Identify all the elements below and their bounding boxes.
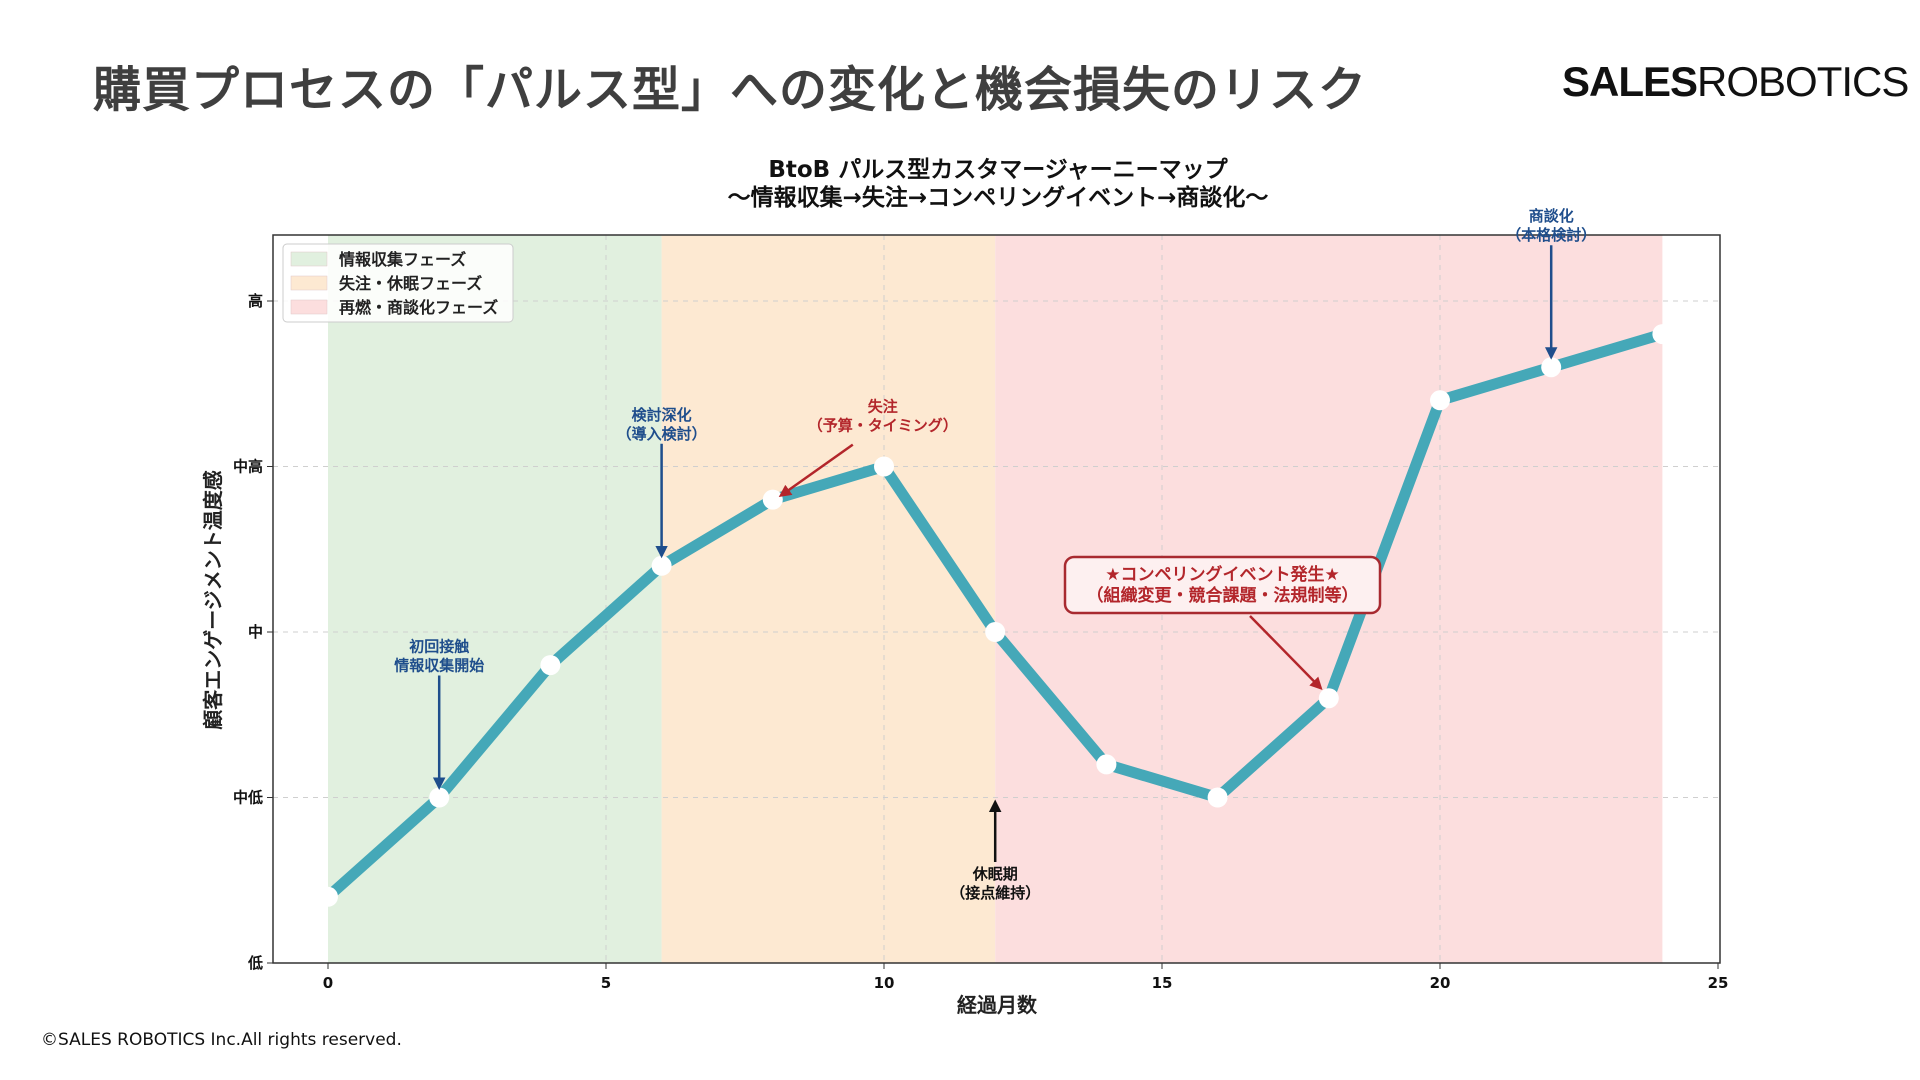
annotation-text: （導入検討） bbox=[617, 425, 707, 443]
page-title: 購買プロセスの「パルス型」への変化と機会損失のリスク bbox=[93, 62, 1368, 118]
legend-swatch bbox=[290, 299, 328, 315]
logo-regular-text: ROBOTICS bbox=[1697, 58, 1909, 105]
logo-bold-text: SALES bbox=[1562, 58, 1698, 105]
copyright: ©SALES ROBOTICS Inc.All rights reserved. bbox=[41, 1030, 402, 1050]
y-tick-label: 中低 bbox=[233, 789, 263, 807]
legend-label: 情報収集フェーズ bbox=[339, 250, 466, 269]
data-point bbox=[1318, 688, 1339, 709]
data-point bbox=[1541, 357, 1562, 378]
callout-text: （組織変更・競合課題・法規制等） bbox=[1087, 585, 1359, 606]
callout-box bbox=[1063, 555, 1382, 615]
series-line bbox=[318, 324, 1673, 907]
x-axis-label: 経過月数 bbox=[957, 993, 1038, 1017]
annotation-text: 休眠期 bbox=[972, 865, 1018, 883]
data-point bbox=[429, 787, 450, 808]
x-tick-label: 5 bbox=[601, 974, 611, 992]
legend-box bbox=[282, 243, 514, 323]
annotation-text: 失注 bbox=[868, 398, 898, 416]
y-axis-ticks: 低 中低 中 中高 高 bbox=[233, 292, 273, 972]
phase-band bbox=[661, 235, 996, 963]
annotation-text: （本格検討） bbox=[1506, 226, 1596, 244]
x-tick-label: 15 bbox=[1152, 974, 1173, 992]
data-point bbox=[1096, 754, 1117, 775]
callout-text: ★コンペリングイベント発生★ bbox=[1105, 564, 1339, 585]
data-point bbox=[874, 456, 894, 477]
y-axis-label: 顧客エンゲージメント温度感 bbox=[201, 470, 225, 730]
legend-swatch bbox=[290, 251, 328, 267]
data-point bbox=[651, 555, 672, 576]
data-point bbox=[1430, 390, 1450, 411]
x-axis-ticks: 0 5 10 15 20 25 bbox=[323, 963, 1729, 992]
company-logo: SALESROBOTICS bbox=[1562, 58, 1909, 106]
plot-frame bbox=[272, 234, 1721, 964]
annotation-text: 商談化 bbox=[1529, 207, 1574, 225]
data-point bbox=[1207, 787, 1228, 808]
x-tick-label: 20 bbox=[1430, 974, 1451, 992]
annotation-text: （予算・タイミング） bbox=[808, 417, 958, 435]
legend-swatch bbox=[290, 275, 328, 291]
data-point bbox=[318, 886, 338, 907]
data-point bbox=[1652, 324, 1673, 345]
data-point bbox=[762, 489, 783, 510]
chart-title: BtoB パルス型カスタマージャーニーマップ bbox=[768, 157, 1228, 183]
x-tick-label: 10 bbox=[874, 974, 895, 992]
annotation-text: 初回接触 bbox=[409, 638, 469, 656]
annotation-arrow bbox=[778, 443, 854, 498]
y-tick-label: 高 bbox=[248, 292, 263, 310]
callout-arrow bbox=[1249, 615, 1323, 690]
legend-label: 再燃・商談化フェーズ bbox=[339, 298, 498, 317]
chart-subtitle: 〜情報収集→失注→コンペリングイベント→商談化〜 bbox=[728, 184, 1269, 211]
y-tick-label: 低 bbox=[247, 954, 263, 972]
y-tick-label: 中 bbox=[248, 623, 263, 641]
annotation-text: 検討深化 bbox=[632, 406, 692, 424]
y-tick-label: 中高 bbox=[233, 458, 263, 476]
annotation-text: （接点維持） bbox=[950, 884, 1040, 902]
x-tick-label: 25 bbox=[1708, 974, 1729, 992]
x-tick-label: 0 bbox=[323, 974, 333, 992]
data-point bbox=[540, 655, 561, 676]
data-point bbox=[985, 622, 1006, 642]
legend-label: 失注・休眠フェーズ bbox=[339, 274, 482, 293]
annotation-text: 情報収集開始 bbox=[394, 657, 484, 675]
